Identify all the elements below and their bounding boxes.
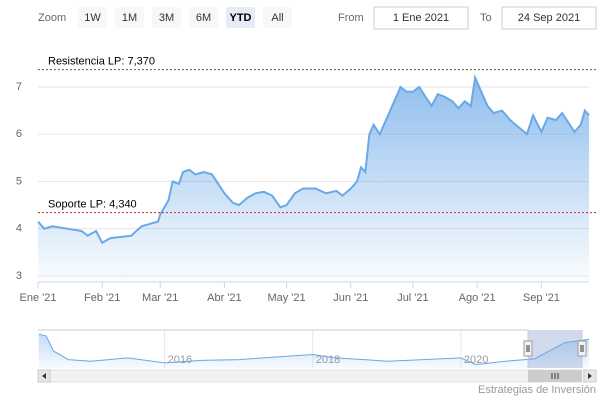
range-button-label[interactable]: 3M <box>159 12 174 24</box>
y-tick-label: 4 <box>16 223 22 235</box>
y-tick-label: 3 <box>16 270 22 282</box>
range-button-label[interactable]: 1M <box>122 12 137 24</box>
grip-icon <box>551 373 559 379</box>
series-line <box>37 74 590 245</box>
to-label: To <box>480 12 492 24</box>
x-tick-label: Jul '21 <box>397 292 428 304</box>
x-tick-label: Ene '21 <box>20 292 57 304</box>
y-tick-label: 5 <box>16 175 22 187</box>
x-tick-label: Sep '21 <box>523 292 560 304</box>
range-button[interactable] <box>263 7 292 28</box>
range-button-label[interactable]: 1W <box>84 12 101 24</box>
range-button-label[interactable]: All <box>271 12 283 24</box>
range-button[interactable] <box>78 7 107 28</box>
zoom-label: Zoom <box>38 12 66 24</box>
to-value[interactable]: 24 Sep 2021 <box>518 12 580 24</box>
x-tick-label: May '21 <box>267 292 305 304</box>
y-tick-label: 7 <box>16 81 22 93</box>
navigator-area <box>38 334 589 368</box>
navigator-line <box>38 333 590 366</box>
handle-grip <box>526 345 530 352</box>
plot-line-label: Soporte LP: 4,340 <box>48 199 137 211</box>
from-label: From <box>338 12 364 24</box>
x-tick-label: Feb '21 <box>84 292 120 304</box>
from-input[interactable] <box>373 6 469 30</box>
scrollbar-track[interactable] <box>37 369 597 383</box>
y-tick-label: 6 <box>16 128 22 140</box>
arrow-icon <box>42 373 46 379</box>
range-button[interactable] <box>115 7 144 28</box>
x-tick-label: Ago '21 <box>459 292 496 304</box>
from-value[interactable]: 1 Ene 2021 <box>393 12 449 24</box>
navigator-handle[interactable] <box>577 340 587 357</box>
handle-grip <box>580 345 584 352</box>
x-tick-label: Jun '21 <box>333 292 368 304</box>
area-fill <box>38 77 589 282</box>
range-button-label[interactable]: 6M <box>196 12 211 24</box>
range-button[interactable] <box>226 7 255 28</box>
plot-line-label: Resistencia LP: 7,370 <box>48 55 155 67</box>
arrow-icon <box>588 373 592 379</box>
credits: Estrategias de Inversión <box>478 384 596 396</box>
x-tick-label: Abr '21 <box>207 292 242 304</box>
range-button-label[interactable]: YTD <box>230 12 252 24</box>
range-button[interactable] <box>189 7 218 28</box>
range-button[interactable] <box>152 7 181 28</box>
to-input[interactable] <box>501 6 597 30</box>
x-tick-label: Mar '21 <box>142 292 178 304</box>
navigator-handle[interactable] <box>523 340 533 357</box>
